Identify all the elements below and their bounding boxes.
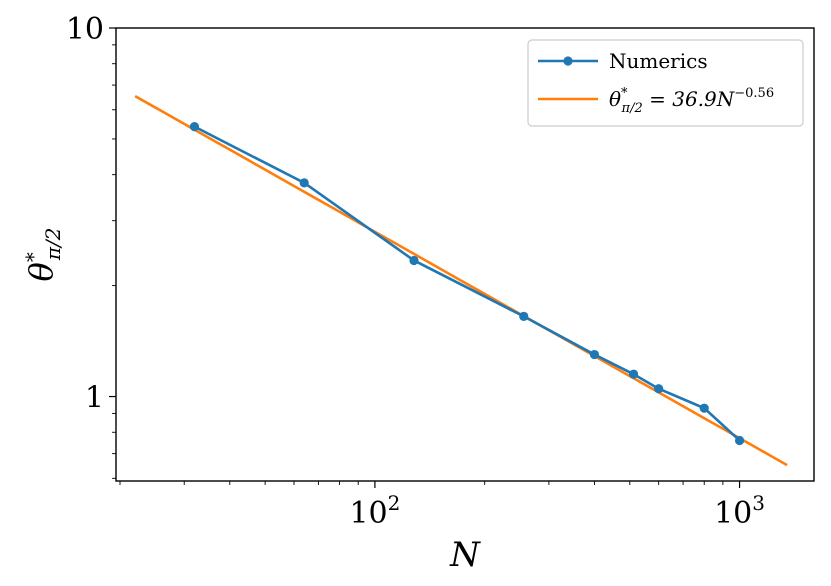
numerics-point <box>589 349 600 360</box>
numerics-point <box>299 178 309 188</box>
x-tick-label: 103 <box>714 491 765 531</box>
ticks: 102 103 1 10 <box>66 12 765 531</box>
numerics-point <box>189 122 200 132</box>
legend: Numerics θ* π/2 = 36.9N−0.56 <box>527 39 804 127</box>
numerics-point <box>409 255 419 266</box>
y-tick-label: 10 <box>66 12 104 47</box>
legend-numerics-marker <box>563 56 573 66</box>
x-axis-label: N <box>449 535 481 575</box>
axis-labels: Nθ*π/2 <box>21 228 481 575</box>
x-tick-label: 102 <box>349 491 400 531</box>
numerics-point <box>734 435 745 446</box>
numerics-point <box>519 311 529 321</box>
y-axis-label: θ*π/2 <box>21 228 65 282</box>
numerics-point <box>628 369 639 379</box>
axes <box>115 27 815 482</box>
numerics-point <box>699 403 709 413</box>
numerics-point <box>654 384 664 394</box>
legend-numerics-label: Numerics <box>609 49 708 73</box>
legend-fit-label: θ* π/2 = 36.9N−0.56 <box>609 86 774 116</box>
fit-line <box>134 94 788 467</box>
y-tick-label: 1 <box>85 381 104 416</box>
axes-frame <box>115 27 815 482</box>
series-layer <box>134 94 788 467</box>
